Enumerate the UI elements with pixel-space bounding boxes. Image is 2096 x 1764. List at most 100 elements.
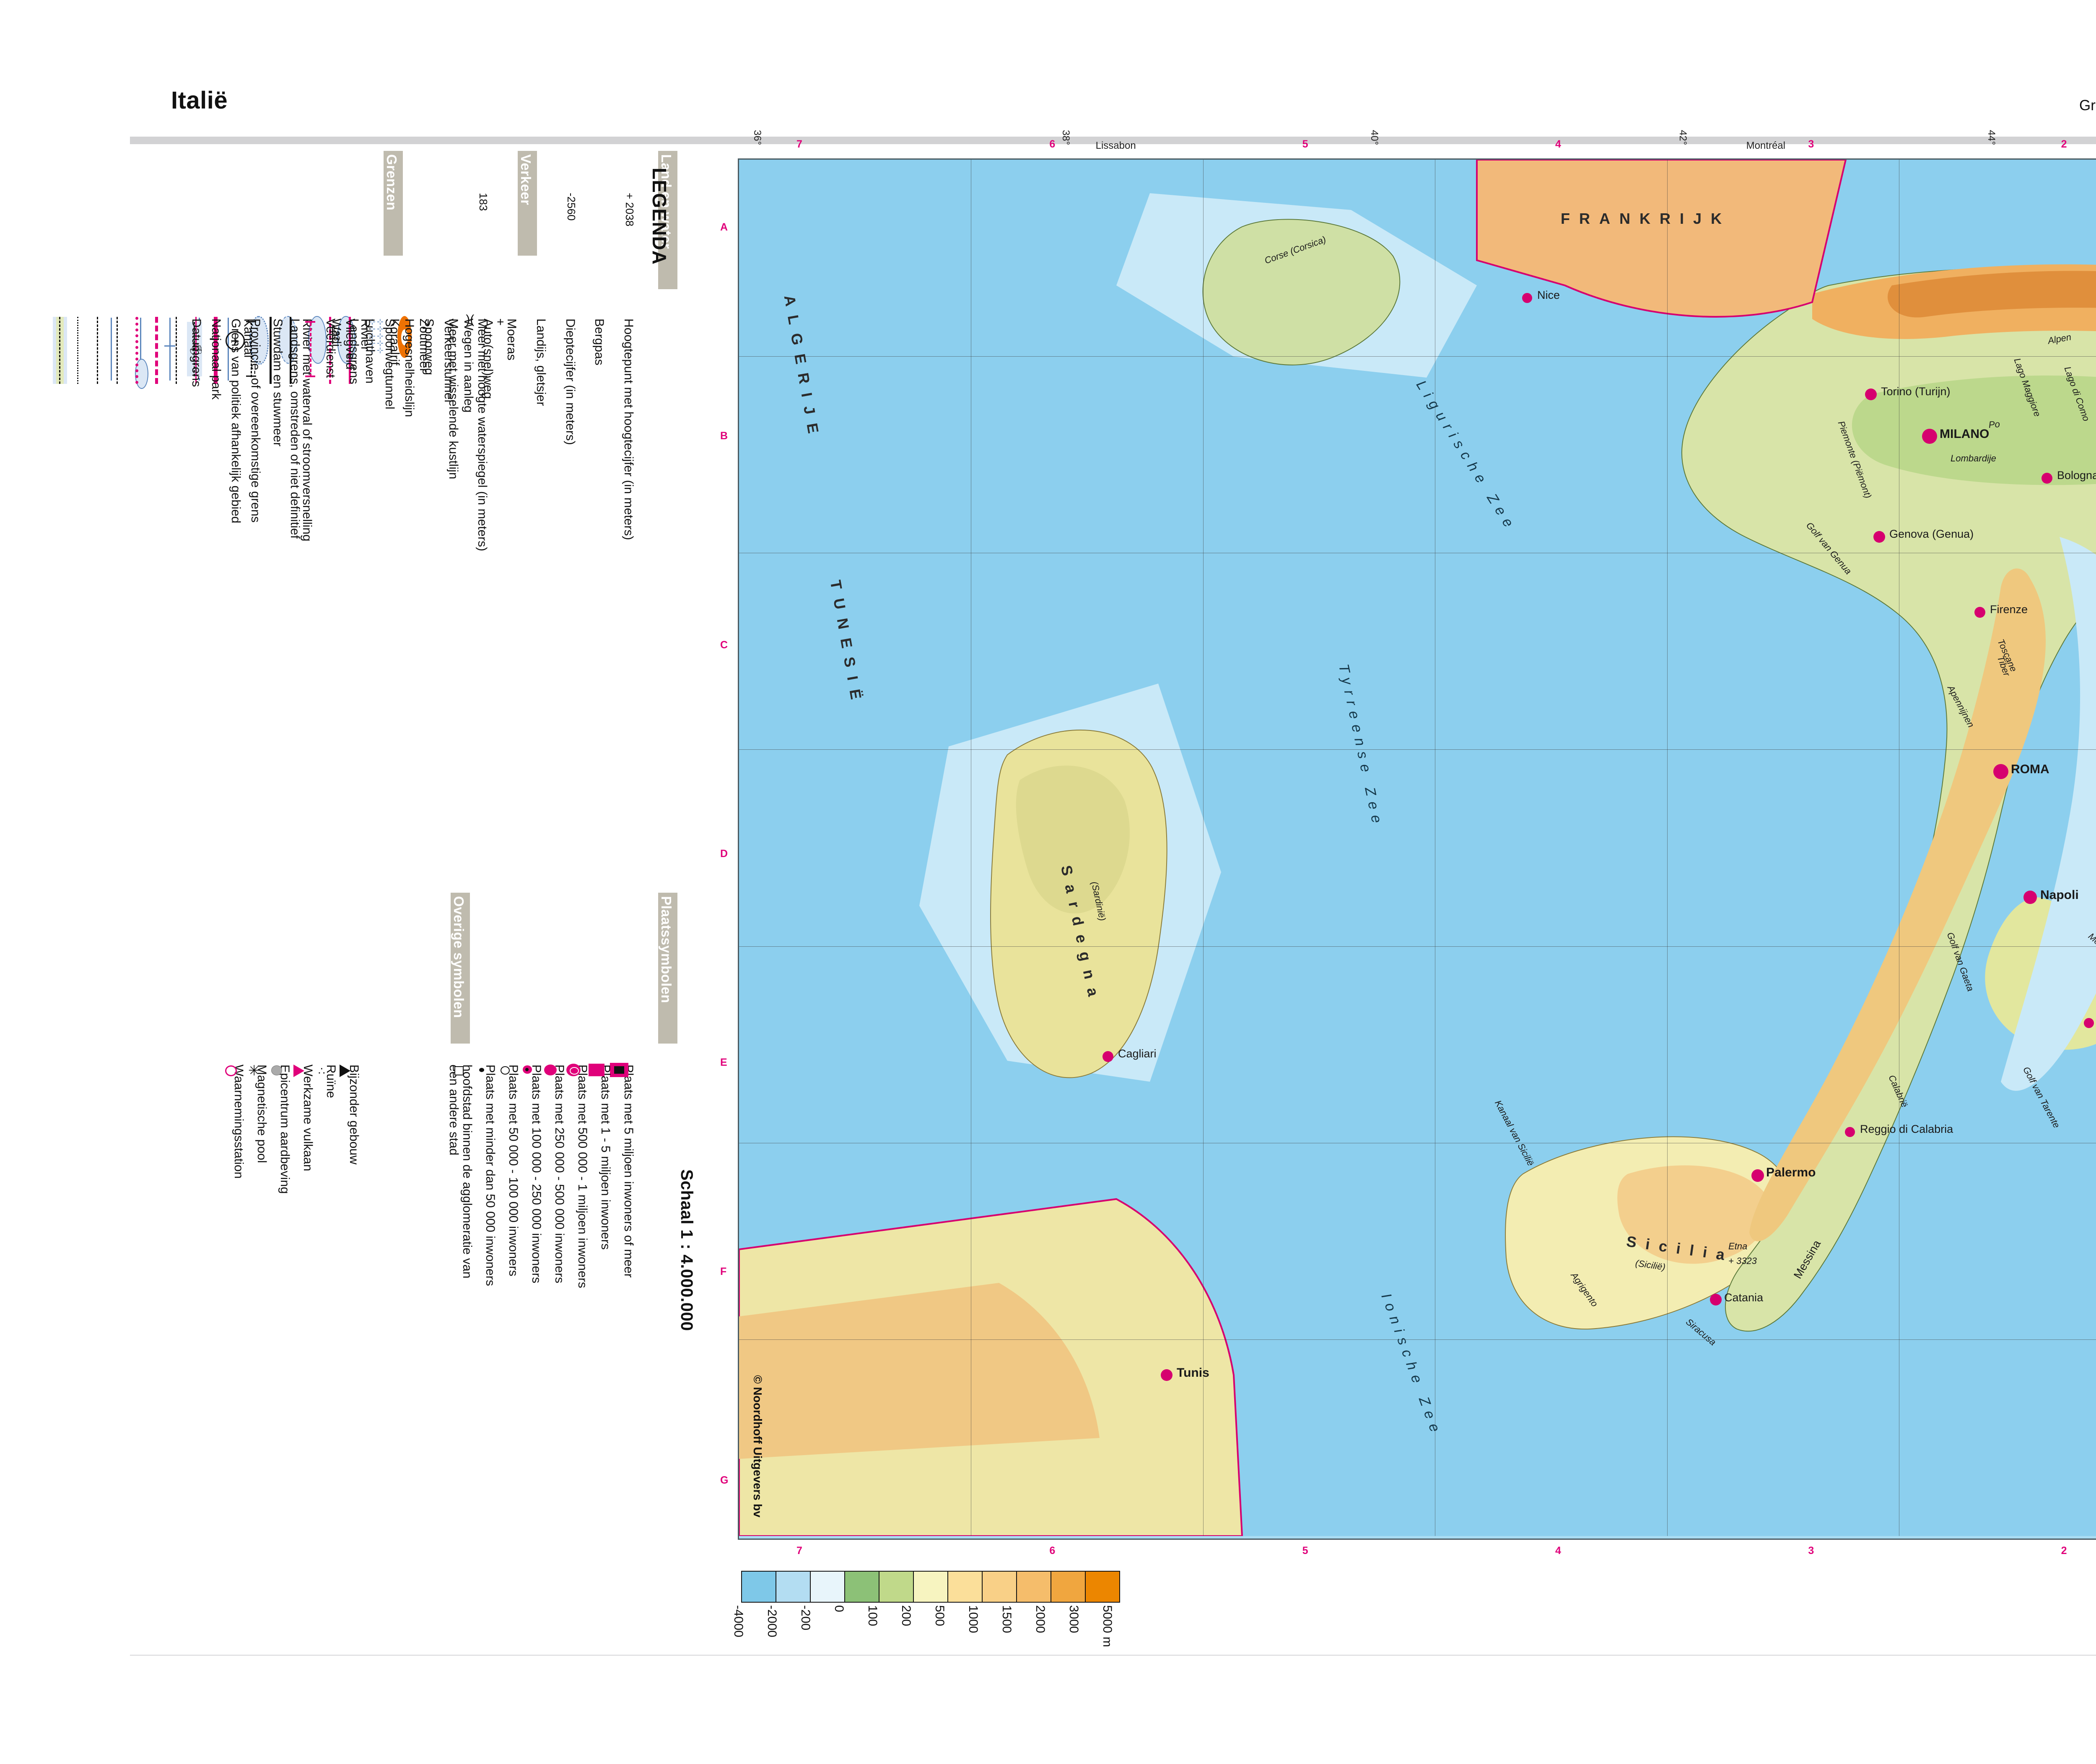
legend-entry-label: Waarnemingsstation xyxy=(232,1065,246,1179)
legend-entry-label: Verkeerstunnel xyxy=(442,319,456,403)
grid-reference-letter: E xyxy=(720,1057,727,1069)
map-label: Genova (Genua) xyxy=(1889,528,1974,540)
map-label: Tunis xyxy=(1177,1366,1209,1380)
grid-reference-number: 6 xyxy=(1049,138,1056,150)
latitude-tick: 36° xyxy=(752,130,763,145)
legend-entry-label: Moeras xyxy=(505,319,519,361)
elevation-scale-tick: 100 xyxy=(866,1605,879,1627)
map-label: MILANO xyxy=(1940,427,1990,441)
atlas-edition-subtitle: Grote Bosatlas 56e editie kaartblad 108/… xyxy=(2079,97,2096,114)
grid-reference-number: 6 xyxy=(1049,1545,1056,1557)
elevation-scale-tick: 2000 xyxy=(1033,1605,1047,1633)
map-canvas[interactable]: Corse (Corsica) Sardegna (Sardinië) Sicilia… xyxy=(738,158,2096,1540)
map-label: Etna xyxy=(1728,1241,1748,1251)
graticule-parallel xyxy=(739,946,2096,947)
map-label: Nice xyxy=(1537,289,1560,301)
elevation-scale-swatch xyxy=(948,1571,983,1603)
legend-entry-label: Ruïne xyxy=(324,1065,338,1098)
latitude-tick: 42° xyxy=(1677,130,1689,145)
legend-entry-label: Provincie- of overeenkomstige grens xyxy=(249,319,262,523)
legend-section-label: Grenzen xyxy=(384,154,399,211)
map-label: Torino (Turijn) xyxy=(1881,385,1951,398)
legend-section-header: Grenzen xyxy=(384,151,403,256)
legend-entry-label: Plaats met 1 - 5 miljoen inwoners xyxy=(599,1065,612,1250)
elevation-scale-swatch xyxy=(1017,1571,1051,1603)
grid-reference-number: 2 xyxy=(2061,138,2067,150)
legend-section-header: Plaatssymbolen xyxy=(658,893,677,1044)
city-marker xyxy=(1865,389,1877,400)
elevation-scale-swatch xyxy=(845,1571,879,1603)
country-france xyxy=(1476,160,1847,318)
legend-entry-label: Luchthaven xyxy=(363,319,377,384)
legend-entry-label: Plaats met 100 000 - 250 000 inwoners xyxy=(529,1065,543,1283)
map-label: Po xyxy=(1988,419,2000,430)
elevation-scale-swatch xyxy=(741,1571,776,1603)
legend-section-header: Land en water xyxy=(658,151,677,289)
grid-reference-number: 3 xyxy=(1808,138,1814,150)
legend-entry-label: Wegen in aanleg xyxy=(462,319,475,413)
city-marker xyxy=(1993,764,2008,779)
grid-reference-letter: F xyxy=(720,1265,727,1277)
elevation-color-scale xyxy=(741,1571,1120,1603)
legend-entry-label: Spoorweg xyxy=(422,319,436,376)
legend-entry-value: -2560 xyxy=(565,193,578,221)
legend-entry-label: Dieptecijfer (in meters) xyxy=(563,319,577,445)
legend-entry-label: Bijzonder gebouw xyxy=(347,1065,361,1165)
grid-reference-number: 5 xyxy=(1302,1545,1308,1557)
legend-entry-label: Landsgrens, omstreden of niet definitief xyxy=(288,319,302,539)
elevation-scale-tick: 3000 xyxy=(1067,1605,1081,1633)
elevation-scale-tick: 0 xyxy=(832,1605,846,1612)
grid-reference-letter: A xyxy=(720,221,728,233)
map-label: Lombardije xyxy=(1951,453,1996,464)
legend-entry-label: Plaats met 250 000 - 500 000 inwoners xyxy=(553,1065,566,1283)
legend-entry-value: 183 xyxy=(477,193,490,211)
map-legend: Land en water Hoogtepunt met hoogtecijfer… xyxy=(53,151,721,1484)
city-marker xyxy=(1710,1294,1722,1306)
map-copyright: © Noordhoff Uitgevers bv xyxy=(751,1375,764,1518)
header-divider xyxy=(130,137,2096,144)
legend-section-label: Verkeer xyxy=(518,154,534,205)
sardinia-highland xyxy=(1016,765,1130,914)
graticule-meridian xyxy=(1667,160,1668,1536)
grid-reference-letter: D xyxy=(720,848,728,860)
grid-reference-number: 4 xyxy=(1555,138,1561,150)
grid-reference-number: 5 xyxy=(1302,138,1308,150)
graticule-parallel xyxy=(739,749,2096,750)
elevation-scale-tick: 200 xyxy=(899,1605,913,1627)
map-label: FRANKRIJK xyxy=(1561,210,1731,227)
map-content: Corse (Corsica) Sardegna (Sardinië) Sicilia… xyxy=(739,160,2096,1539)
sicily-highland xyxy=(1617,1165,1769,1264)
elevation-scale-swatch xyxy=(811,1571,845,1603)
city-marker xyxy=(2023,891,2037,904)
footer-divider xyxy=(130,1655,2096,1656)
legend-entry-label: Plaats met minder dan 50 000 inwoners xyxy=(483,1065,497,1286)
po-plain xyxy=(1852,376,2096,485)
map-label: + 3323 xyxy=(1728,1256,1757,1266)
alps-high xyxy=(1887,271,2096,318)
elevation-scale-swatch xyxy=(879,1571,914,1603)
grid-reference-number: 3 xyxy=(1808,1545,1814,1557)
legend-entry-label: hoofdstad binnen de agglomeratie van een… xyxy=(447,1065,475,1279)
map-label: Reggio di Calabria xyxy=(1860,1123,1953,1135)
elevation-scale-tick: -4000 xyxy=(732,1605,745,1637)
grid-reference-number: 7 xyxy=(796,1545,802,1557)
legend-entry-label: Auto(snel)weg xyxy=(481,319,495,399)
legend-entry-label: Plaats met 50 000 - 100 000 inwoners xyxy=(506,1065,520,1277)
map-label: Catania xyxy=(1724,1291,1764,1304)
legend-entry-label: Landsgrens xyxy=(347,319,361,384)
elevation-scale-tick: 1000 xyxy=(966,1605,980,1633)
map-label: Firenze xyxy=(1990,603,2028,616)
edge-place-label: Lissabon xyxy=(1095,140,1136,151)
latitude-tick: 40° xyxy=(1369,130,1380,145)
legend-entry-value: + 2038 xyxy=(623,193,636,227)
legend-entry-label: Werkzame vulkaan xyxy=(301,1065,315,1171)
map-label: Bologna xyxy=(2057,469,2096,482)
legend-entry-label: Veerdienst xyxy=(324,319,337,378)
graticule-parallel xyxy=(739,1339,2096,1340)
latitude-tick: 44° xyxy=(1986,130,1997,145)
legend-section-header: Overige symbolen xyxy=(451,893,470,1044)
map-label: Napoli xyxy=(2040,888,2079,902)
elevation-scale-swatch xyxy=(1051,1571,1086,1603)
city-marker xyxy=(1751,1169,1764,1182)
